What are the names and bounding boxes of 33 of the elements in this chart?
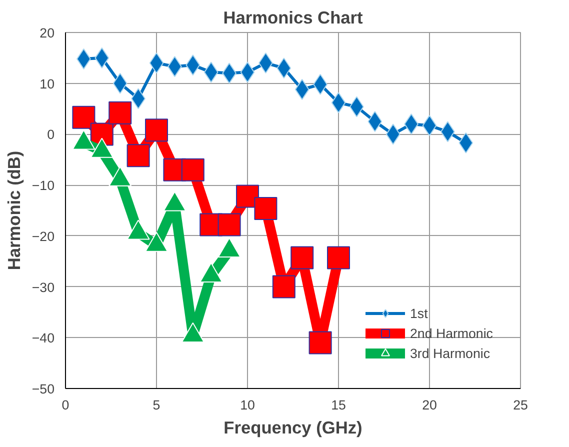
y-tick-label: −20	[32, 228, 54, 244]
y-tick-label: −40	[32, 330, 54, 346]
point	[126, 144, 150, 168]
y-tick-label: 0	[47, 127, 55, 142]
x-tick-label: 0	[62, 398, 70, 412]
point	[181, 158, 204, 182]
point	[236, 184, 259, 208]
y-tick-label: −50	[32, 382, 54, 396]
legend-label: 2nd Harmonic	[410, 326, 493, 340]
y-tick-label: 20	[40, 26, 55, 40]
point	[368, 111, 382, 132]
legend-label: 1st	[410, 306, 429, 320]
x-tick-label: 20	[422, 398, 437, 412]
point	[327, 246, 350, 270]
y-tick-label: 10	[40, 76, 55, 92]
chart-title: Harmonics Chart	[223, 8, 364, 28]
point	[272, 275, 296, 298]
y-tick-label: −10	[32, 178, 54, 194]
point	[72, 106, 96, 129]
y-tick-label: −30	[32, 280, 54, 295]
point	[308, 331, 332, 354]
point	[290, 246, 314, 270]
point	[254, 196, 278, 220]
x-tick-label: 15	[331, 398, 346, 412]
legend-label: 3rd Harmonic	[410, 346, 490, 360]
x-tick-label: 10	[240, 398, 255, 412]
point	[145, 118, 168, 142]
x-axis-title: Frequency (GHz)	[224, 418, 362, 438]
x-tick-label: 5	[152, 398, 160, 412]
point	[218, 213, 241, 236]
y-axis-title: Harmonic (dB)	[4, 150, 24, 270]
x-tick-label: 25	[513, 398, 528, 412]
point	[108, 101, 132, 124]
